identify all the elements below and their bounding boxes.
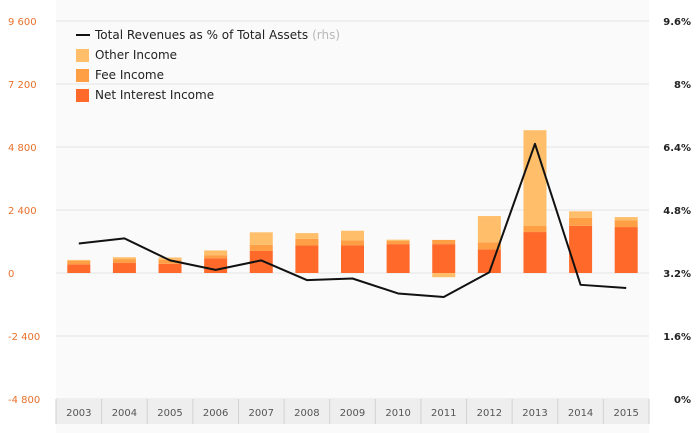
bar-segment	[386, 244, 410, 273]
x-tick-label: 2003	[66, 408, 91, 419]
bar-segment	[112, 257, 136, 260]
y2-tick-label: 6.4%	[663, 143, 691, 154]
bar-segment	[204, 255, 228, 259]
y-tick-label: -4 800	[8, 395, 40, 406]
bar-segment	[295, 238, 319, 246]
y-tick-label: 2 400	[8, 206, 37, 217]
bar-segment	[432, 273, 456, 278]
bar-segment	[341, 230, 364, 241]
legend-label: Total Revenues as % of Total Assets (rhs)	[94, 28, 340, 42]
x-tick-label: 2006	[203, 408, 228, 419]
y-tick-label: 7 200	[8, 80, 37, 91]
x-tick-label: 2008	[294, 408, 319, 419]
legend-swatch	[76, 69, 89, 82]
bar-segment	[477, 216, 501, 243]
bar-segment	[67, 264, 91, 273]
legend-label: Other Income	[95, 48, 177, 62]
bar-segment	[569, 217, 593, 226]
bar-segment	[386, 239, 410, 241]
x-tick-label: 2014	[568, 408, 593, 419]
legend-swatch	[76, 89, 89, 102]
bar-segment	[523, 232, 547, 273]
bar-segment	[249, 232, 273, 245]
y-tick-label: 0	[8, 269, 14, 280]
bar-segment	[249, 250, 273, 273]
y2-tick-label: 0%	[674, 395, 691, 406]
x-tick-label: 2012	[477, 408, 502, 419]
y2-tick-label: 9.6%	[663, 17, 691, 28]
bar-segment	[432, 244, 456, 273]
axes: 9 600 7 200 4 800 2 400 0 -2 400 -4 800 9.6% 8% 6…	[8, 17, 691, 424]
legend-swatch	[76, 49, 89, 62]
legend-label: Net Interest Income	[95, 88, 214, 102]
plot-area	[56, 0, 649, 433]
x-tick-label: 2013	[522, 408, 547, 419]
bar-segment	[158, 263, 182, 273]
revenue-line	[78, 142, 627, 299]
bar-segment	[67, 259, 91, 261]
bar-segment	[67, 260, 91, 265]
bar-segment	[477, 242, 501, 250]
x-tick-label: 2009	[340, 408, 365, 419]
legend: Total Revenues as % of Total Assets (rhs)…	[76, 28, 340, 102]
bar-segment	[341, 240, 364, 246]
bar-segment	[341, 245, 364, 273]
bar-segment	[523, 226, 547, 233]
bar-segment	[112, 259, 136, 264]
y-tick-label: 9 600	[8, 17, 37, 28]
bar-segment	[523, 130, 547, 227]
bar-segment	[295, 245, 319, 273]
bar-segment	[295, 233, 319, 239]
bar-segment	[249, 244, 273, 251]
bar-segment	[614, 220, 638, 228]
y-tick-label: -2 400	[8, 332, 40, 343]
bar-segment	[158, 257, 182, 260]
x-tick-label: 2010	[385, 408, 410, 419]
x-tick-label: 2004	[112, 408, 137, 419]
bar-segment	[432, 239, 456, 245]
bar-segment	[158, 259, 182, 264]
bar-segment	[204, 250, 228, 256]
bar-segment	[569, 225, 593, 273]
y2-tick-label: 3.2%	[663, 269, 691, 280]
y2-tick-label: 4.8%	[663, 206, 691, 217]
x-tick-label: 2007	[249, 408, 274, 419]
x-tick-label: 2005	[157, 408, 182, 419]
y2-tick-label: 1.6%	[663, 332, 691, 343]
y2-tick-label: 8%	[674, 80, 691, 91]
bar-segment	[614, 227, 638, 273]
bar-segment	[569, 211, 593, 218]
x-tick-label: 2011	[431, 408, 456, 419]
legend-label: Fee Income	[95, 68, 164, 82]
x-axis-band	[56, 399, 649, 424]
bar-segment	[112, 263, 136, 273]
revenue-ratio-line	[78, 142, 627, 299]
bar-segment	[386, 240, 410, 245]
x-tick-label: 2015	[613, 408, 638, 419]
bar-segment	[614, 217, 638, 221]
y-tick-label: 4 800	[8, 143, 37, 154]
